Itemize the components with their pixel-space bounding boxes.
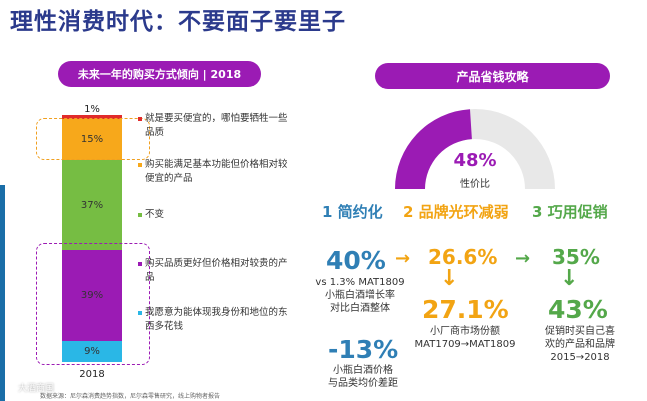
bar-label-1pct: 1%	[84, 104, 100, 115]
column-title: 品牌光环减弱	[418, 203, 509, 221]
caption-line: 对比白酒整体	[330, 303, 390, 314]
data-source-footer: 数据来源：尼尔森消费趋势指数，尼尔森零售研究，线上购物者报告	[40, 393, 221, 400]
legend-text: 购买品质更好但价格相对较贵的产品	[145, 258, 288, 283]
legend-marker	[138, 311, 142, 315]
bar-label-39pct: 39%	[80, 290, 104, 301]
stat-share-to: 27.1%	[422, 295, 509, 324]
column-number: 2	[403, 203, 414, 221]
bar-label-15pct: 15%	[80, 134, 104, 145]
stat-share-caption: 小厂商市场份额 MAT1709→MAT1809	[400, 325, 530, 351]
arrow-down-icon: ↓	[440, 266, 459, 291]
column-header-2: 2 品牌光环减弱	[403, 201, 509, 222]
gauge-fill	[395, 109, 472, 189]
caption-line: MAT1709→MAT1809	[414, 339, 516, 350]
caption-line: 欢的产品和品牌	[545, 339, 615, 350]
bar-year-label: 2018	[79, 369, 105, 380]
legend-text: 我愿意为能体现我身份和地位的东西多花钱	[145, 307, 288, 332]
caption-line: 与品类均价差距	[328, 378, 398, 389]
column-number: 1	[322, 203, 333, 221]
caption-line: 小厂商市场份额	[430, 326, 500, 337]
arrow-right-icon: →	[395, 248, 411, 269]
legend-marker	[138, 163, 142, 167]
stat-promo-from: 35%	[552, 245, 600, 269]
legend-item-status: 我愿意为能体现我身份和地位的东西多花钱	[138, 306, 295, 334]
legend-item-basic: 购买能满足基本功能但价格相对较便宜的产品	[138, 158, 295, 186]
stat-small-bottle-growth-caption: vs 1.3% MAT1809 小瓶白酒增长率 对比白酒整体	[300, 276, 420, 315]
legend-item-unchanged: 不变	[138, 208, 295, 222]
watermark: 大酒商国	[18, 384, 55, 394]
bar-segment-status: 9%	[62, 341, 122, 362]
left-accent-strip	[0, 185, 5, 401]
bar-segment-basic: 15%	[62, 119, 122, 160]
caption-line: 小瓶白酒价格	[333, 365, 393, 376]
caption-line: 2015→2018	[550, 352, 610, 363]
bar-label-9pct: 9%	[84, 346, 100, 357]
legend-marker	[138, 262, 142, 266]
left-panel-header: 未来一年的购买方式倾向 | 2018	[58, 61, 261, 87]
arrow-right-icon: →	[515, 248, 531, 269]
right-panel-header: 产品省钱攻略	[375, 63, 610, 89]
legend-text: 不变	[145, 209, 165, 220]
stat-small-bottle-growth: 40%	[326, 246, 386, 275]
legend-text: 购买能满足基本功能但价格相对较便宜的产品	[145, 159, 288, 184]
column-title: 巧用促销	[547, 203, 608, 221]
caption-line: vs 1.3% MAT1809	[315, 277, 405, 288]
highlight-box-purple	[36, 243, 150, 365]
bar-segment-quality: 39%	[62, 250, 122, 341]
bar-segment-cheap	[62, 115, 122, 119]
column-number: 3	[532, 203, 543, 221]
gauge-label: 性价比	[460, 179, 490, 190]
bar-segment-unchanged: 37%	[62, 160, 122, 250]
gauge-value: 48%	[453, 150, 497, 171]
column-title: 简约化	[337, 203, 383, 221]
legend-item-quality: 购买品质更好但价格相对较贵的产品	[138, 257, 295, 285]
caption-line: 促销时买自己喜	[545, 326, 615, 337]
stat-promo-caption: 促销时买自己喜 欢的产品和品牌 2015→2018	[530, 325, 630, 364]
stat-price-gap-caption: 小瓶白酒价格 与品类均价差距	[308, 364, 418, 390]
stacked-bar: 15% 37% 39% 9%	[62, 115, 122, 362]
legend-item-cheap: 就是要买便宜的，哪怕要牺牲一些品质	[138, 112, 295, 140]
legend-marker	[138, 117, 142, 121]
stat-promo-to: 43%	[548, 295, 608, 324]
stat-share-from: 26.6%	[428, 245, 498, 269]
legend-marker	[138, 213, 142, 217]
caption-line: 小瓶白酒增长率	[325, 290, 395, 301]
page-title: 理性消费时代：不要面子要里子	[10, 9, 346, 35]
bar-label-37pct: 37%	[80, 199, 104, 211]
legend-text: 就是要买便宜的，哪怕要牺牲一些品质	[145, 113, 288, 138]
column-header-1: 1 简约化	[322, 201, 383, 222]
gauge-chart	[395, 109, 555, 189]
highlight-box-orange	[36, 118, 150, 160]
stat-price-gap: -13%	[328, 335, 399, 364]
arrow-down-icon: ↓	[560, 266, 579, 291]
column-header-3: 3 巧用促销	[532, 201, 608, 222]
